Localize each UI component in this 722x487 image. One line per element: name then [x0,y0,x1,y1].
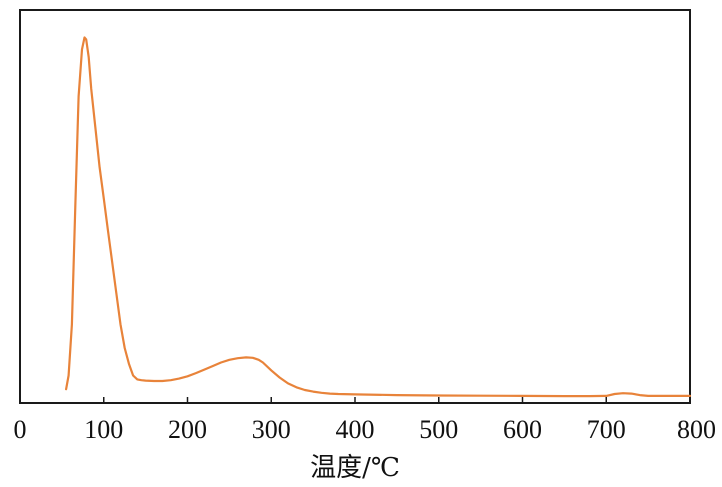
x-tick-label: 500 [419,415,458,444]
x-tick-label: 400 [336,415,375,444]
x-tick-label: 100 [84,415,123,444]
x-tick-label: 300 [252,415,291,444]
x-tick-label: 0 [14,415,27,444]
series-line [65,36,692,398]
x-tick-label: 600 [503,415,542,444]
x-tick-label: 200 [168,415,207,444]
plot-frame [19,9,691,404]
x-axis-ticks [19,397,691,403]
x-axis-tick-labels: 0 100 200 300 400 500 600 700 800 [14,415,717,444]
x-tick-label: 800 [677,415,716,444]
x-axis-title: 温度/℃ [310,453,400,483]
x-tick-label: 700 [587,415,626,444]
